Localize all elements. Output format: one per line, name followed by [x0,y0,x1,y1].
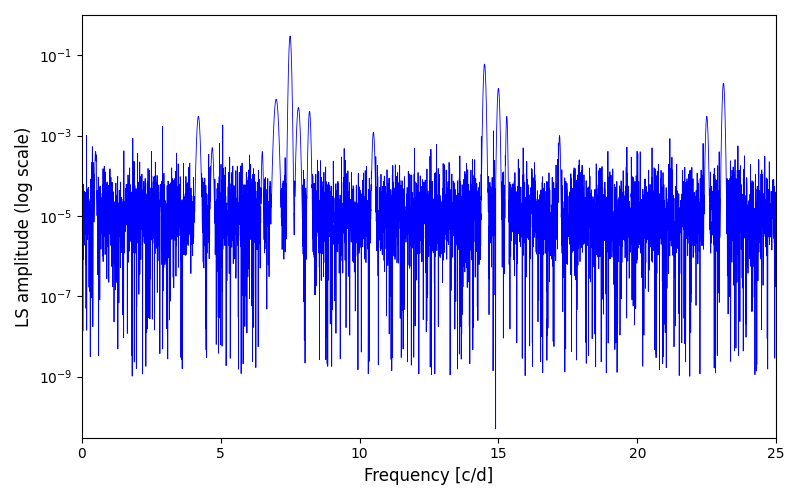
X-axis label: Frequency [c/d]: Frequency [c/d] [364,467,494,485]
Y-axis label: LS amplitude (log scale): LS amplitude (log scale) [15,126,33,326]
